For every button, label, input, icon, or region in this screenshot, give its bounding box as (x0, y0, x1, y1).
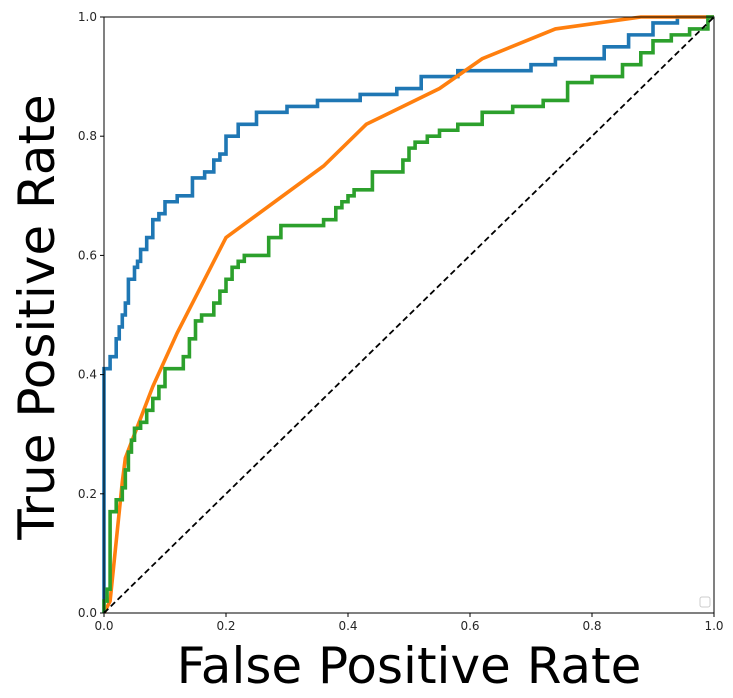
axis-spines (103, 16, 715, 614)
x-tick-label: 0.8 (582, 619, 601, 633)
x-tick-label: 0.2 (216, 619, 235, 633)
x-tick-label: 0.0 (94, 619, 113, 633)
x-axis-ticks: 0.0 0.2 0.4 0.6 0.8 1.0 (94, 613, 724, 633)
y-tick-label: 1.0 (78, 10, 97, 24)
roc-curve-2 (102, 15, 714, 614)
legend (699, 596, 711, 608)
roc-curve-3 (102, 15, 714, 613)
y-tick-label: 0.8 (78, 129, 97, 143)
x-tick-label: 1.0 (704, 619, 723, 633)
series-layer (102, 15, 715, 614)
y-axis-ticks: 0.0 0.2 0.4 0.6 0.8 1.0 (78, 10, 104, 620)
x-axis-title: False Positive Rate (177, 637, 642, 695)
roc-curve-1 (102, 15, 714, 613)
y-tick-label: 0.0 (78, 606, 97, 620)
x-tick-label: 0.4 (338, 619, 357, 633)
y-tick-label: 0.2 (78, 487, 97, 501)
x-tick-label: 0.6 (460, 619, 479, 633)
plot-border (103, 16, 715, 614)
plot-area (102, 15, 715, 614)
y-tick-label: 0.4 (78, 368, 97, 382)
legend-box (699, 596, 711, 608)
y-axis-title: True Positive Rate (8, 94, 66, 540)
y-tick-label: 0.6 (78, 248, 97, 262)
